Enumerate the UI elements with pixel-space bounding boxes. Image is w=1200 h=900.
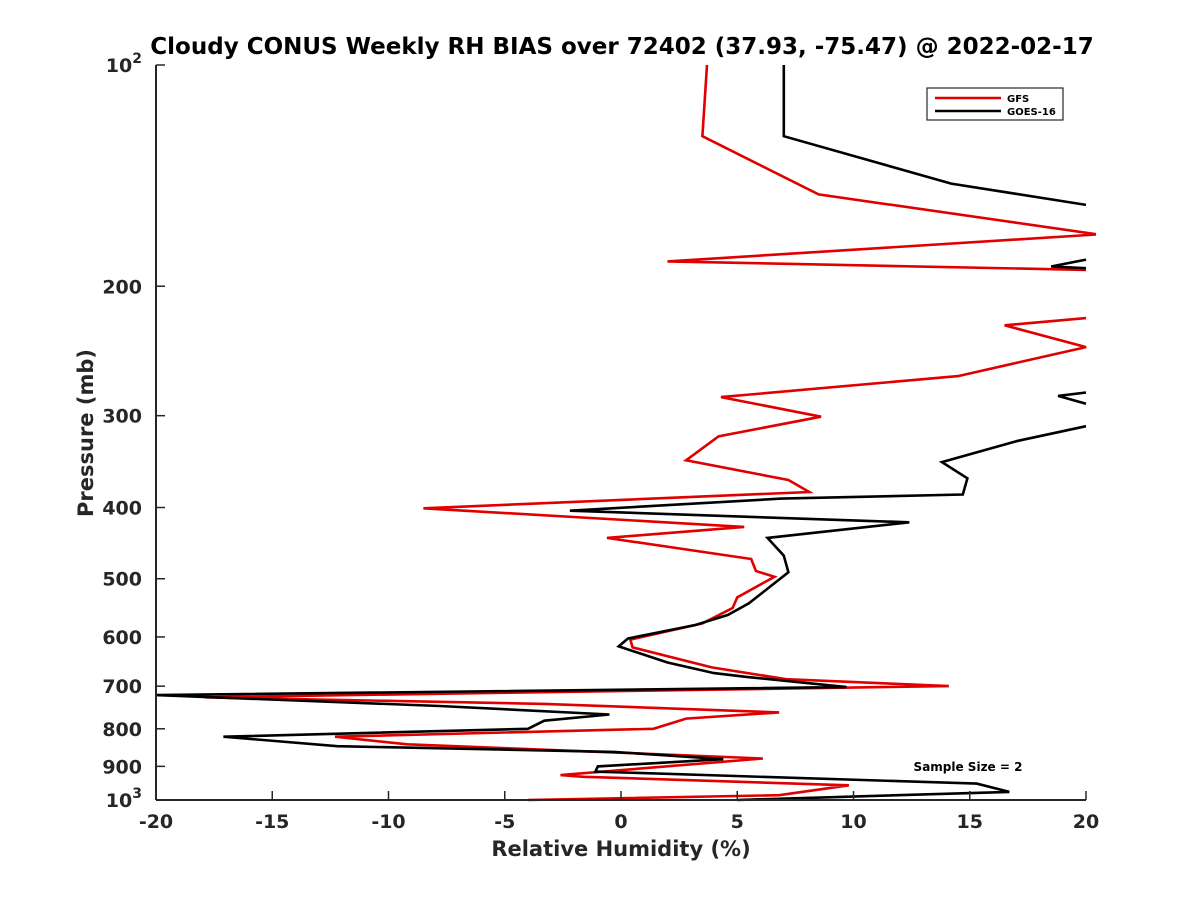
y-tick-label: 400 bbox=[102, 498, 142, 520]
y-tick-labels: 102 200 300 400 500 600 700 800 900 103 bbox=[102, 51, 142, 812]
x-tick-label: 20 bbox=[1073, 811, 1099, 833]
series-layer bbox=[156, 64, 1096, 802]
axes-layer bbox=[155, 64, 1087, 801]
y-axis-label: Pressure (mb) bbox=[74, 349, 98, 517]
legend-label: GOES-16 bbox=[1007, 107, 1056, 118]
y-tick-label: 102 bbox=[106, 51, 142, 77]
x-tick-label: -20 bbox=[139, 811, 173, 833]
legend-box bbox=[926, 87, 1064, 121]
y-tick-label: 800 bbox=[102, 719, 142, 741]
x-tick-label: -10 bbox=[371, 811, 405, 833]
x-tick-label: 10 bbox=[840, 811, 866, 833]
x-tick-label: 0 bbox=[614, 811, 627, 833]
y-tick-label: 300 bbox=[102, 406, 142, 428]
y-tick-label: 600 bbox=[102, 627, 142, 649]
sample-size-annotation: Sample Size = 2 bbox=[914, 760, 1023, 774]
y-tick-label: 700 bbox=[102, 676, 142, 698]
y-tick-label: 900 bbox=[102, 756, 142, 778]
x-tick-labels: -20 -15 -10 -5 0 5 10 15 20 bbox=[139, 811, 1099, 833]
y-tick-label: 103 bbox=[106, 786, 142, 812]
x-tick-label: 5 bbox=[731, 811, 744, 833]
y-tick-label: 200 bbox=[102, 276, 142, 298]
legend-label: GFS bbox=[1007, 94, 1029, 105]
x-tick-label: -5 bbox=[494, 811, 515, 833]
series-line-goes-16 bbox=[156, 65, 1087, 802]
x-axis-label: Relative Humidity (%) bbox=[491, 837, 750, 861]
x-tick-label: -15 bbox=[255, 811, 289, 833]
plot-area bbox=[156, 65, 1086, 800]
y-tick-label: 500 bbox=[102, 569, 142, 591]
chart-title: Cloudy CONUS Weekly RH BIAS over 72402 (… bbox=[150, 34, 1093, 60]
legend: GFS GOES-16 bbox=[926, 87, 1064, 121]
x-tick-label: 15 bbox=[957, 811, 983, 833]
